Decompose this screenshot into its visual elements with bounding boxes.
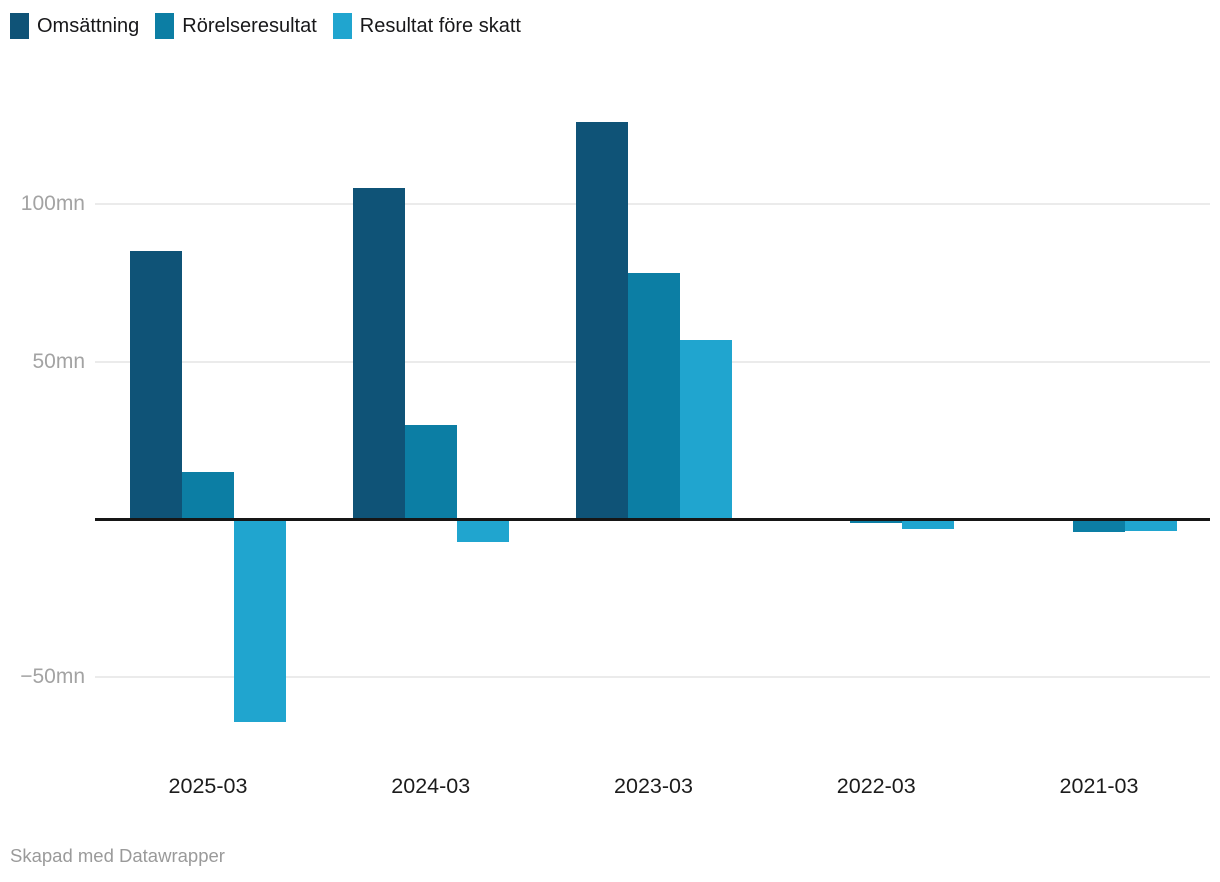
legend-label: Resultat före skatt bbox=[359, 15, 521, 37]
gridline-100mn bbox=[95, 202, 1210, 205]
bar-resultat-fore-skatt-2025-03[interactable] bbox=[234, 519, 286, 722]
y-tick-label--50mn: −50mn bbox=[20, 665, 85, 689]
bar-resultat-fore-skatt-2022-03[interactable] bbox=[902, 519, 955, 529]
bar-omsattning-2024-03[interactable] bbox=[352, 188, 405, 520]
legend-swatch-omsattning bbox=[10, 13, 29, 39]
legend-label: Omsättning bbox=[37, 15, 140, 37]
bar-rorelseresultat-2023-03[interactable] bbox=[627, 273, 680, 520]
legend-item-omsattning: Omsättning bbox=[10, 13, 139, 39]
legend-swatch-resultat-fore-skatt bbox=[332, 13, 352, 39]
bar-resultat-fore-skatt-2024-03[interactable] bbox=[456, 519, 509, 542]
gridline--50mn bbox=[95, 676, 1210, 679]
bar-omsattning-2023-03[interactable] bbox=[575, 121, 628, 520]
bar-resultat-fore-skatt-2023-03[interactable] bbox=[679, 339, 732, 520]
y-tick-label-50mn: 50mn bbox=[32, 349, 85, 373]
legend-item-rorelseresultat: Rörelseresultat bbox=[155, 13, 317, 39]
bar-rorelseresultat-2024-03[interactable] bbox=[404, 424, 457, 520]
bar-rorelseresultat-2021-03[interactable] bbox=[1073, 519, 1125, 533]
x-tick-label-2021-03: 2021-03 bbox=[1059, 774, 1139, 798]
legend-swatch-rorelseresultat bbox=[155, 13, 175, 39]
legend-item-resultat-fore-skatt: Resultat före skatt bbox=[332, 13, 521, 39]
bar-omsattning-2025-03[interactable] bbox=[130, 251, 182, 520]
x-tick-label-2022-03: 2022-03 bbox=[836, 774, 916, 798]
bar-rorelseresultat-2025-03[interactable] bbox=[182, 472, 234, 520]
attribution-credit: Skapad med Datawrapper bbox=[10, 845, 225, 866]
legend-label: Rörelseresultat bbox=[182, 15, 317, 37]
zero-axis-line bbox=[95, 518, 1210, 521]
bar-rorelseresultat-2022-03[interactable] bbox=[850, 519, 903, 523]
bar-resultat-fore-skatt-2021-03[interactable] bbox=[1125, 519, 1177, 531]
x-tick-label-2023-03: 2023-03 bbox=[614, 774, 693, 798]
x-tick-label-2024-03: 2024-03 bbox=[391, 774, 471, 798]
x-tick-label-2025-03: 2025-03 bbox=[168, 774, 248, 798]
y-tick-label-100mn: 100mn bbox=[20, 191, 85, 215]
legend: Omsättning Rörelseresultat Resultat före s… bbox=[10, 13, 521, 39]
